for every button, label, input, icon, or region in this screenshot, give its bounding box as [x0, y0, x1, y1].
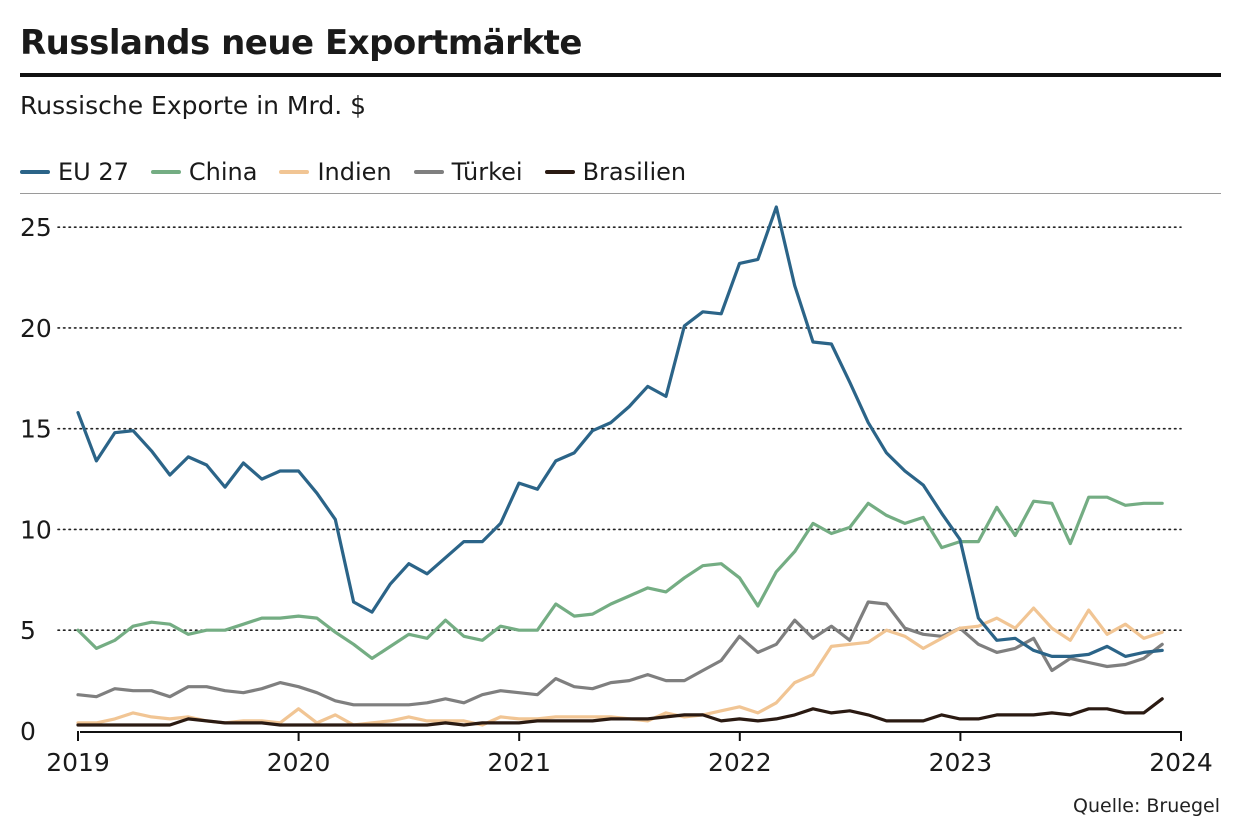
legend-item-india: Indien	[279, 158, 392, 186]
legend-item-brazil: Brasilien	[544, 158, 687, 186]
chart-subtitle: Russische Exporte in Mrd. $	[20, 91, 367, 120]
legend-swatch-eu	[20, 170, 50, 174]
source-note: Quelle: Bruegel	[1073, 795, 1220, 817]
series-line-brazil	[76, 697, 1164, 727]
legend-item-turkey: Türkei	[413, 158, 523, 186]
legend-swatch-china	[150, 170, 181, 174]
legend-swatch-india	[279, 170, 310, 174]
legend-swatch-brazil	[544, 170, 575, 174]
legend-divider	[20, 193, 1221, 194]
line-chart: 0 5 10 15 20 25 2019 2020 2021 2022 2023 2024	[20, 205, 1213, 777]
legend-item-china: China	[150, 158, 258, 186]
legend-label-india: Indien	[317, 158, 392, 186]
legend-label-turkey: Türkei	[451, 158, 523, 186]
series-line-china	[76, 495, 1164, 661]
legend-label-china: China	[188, 158, 258, 186]
legend-label-brazil: Brasilien	[582, 158, 687, 186]
y-tick-label-10: 10	[20, 515, 52, 544]
y-tick-label-25: 25	[20, 213, 52, 242]
y-tick-label-0: 0	[20, 717, 36, 746]
x-tick-label-2020: 2020	[267, 748, 331, 777]
y-tick-label-15: 15	[20, 415, 52, 444]
y-tick-label-5: 5	[20, 616, 36, 645]
series-line-eu	[76, 205, 1164, 659]
x-tick-label-2021: 2021	[487, 748, 551, 777]
legend-item-eu: EU 27	[20, 160, 129, 184]
x-tick-label-2023: 2023	[929, 748, 993, 777]
x-tick-label-2024: 2024	[1149, 748, 1213, 777]
title-divider	[20, 73, 1221, 77]
series-line-turkey	[76, 600, 1164, 707]
legend-label-eu: EU 27	[58, 158, 129, 186]
x-tick-label-2022: 2022	[708, 748, 772, 777]
y-tick-label-20: 20	[20, 314, 52, 343]
legend-swatch-turkey	[413, 170, 444, 174]
chart-title: Russlands neue Exportmärkte	[20, 23, 582, 63]
x-tick-label-2019: 2019	[46, 748, 110, 777]
legend: EU 27 China Indien Türkei Brasilien	[20, 155, 708, 189]
